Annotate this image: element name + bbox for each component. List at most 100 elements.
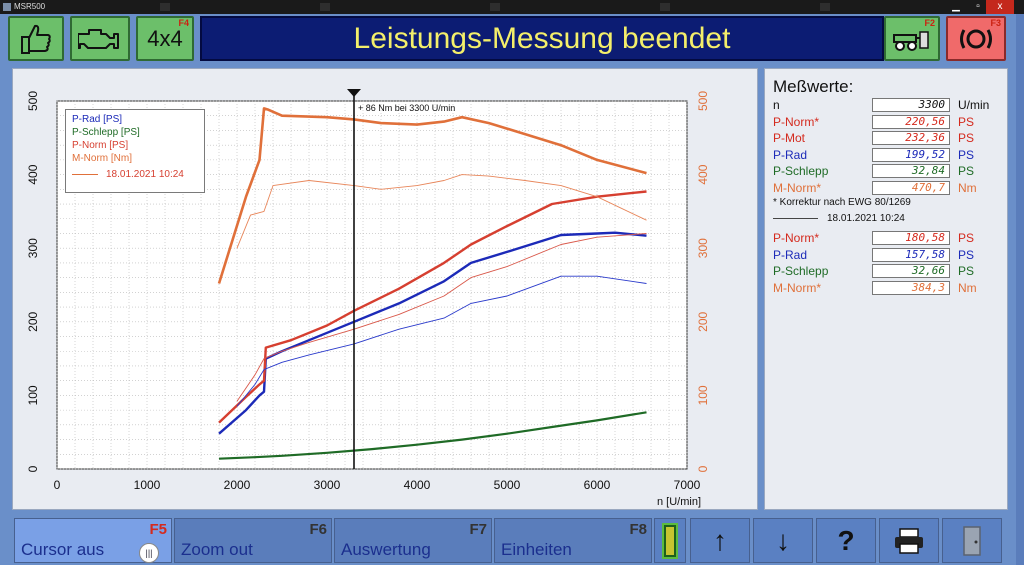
measurement-label: M-Norm*: [773, 280, 821, 295]
measurement-row: P-Norm* 180,58 PS: [773, 231, 1005, 245]
arrow-up-icon: ↑: [713, 524, 727, 556]
page-title: Leistungs-Messung beendet: [200, 16, 884, 61]
x-tick-label: 5000: [494, 478, 521, 492]
measurement-row: M-Norm* 384,3 Nm: [773, 280, 1005, 295]
x-axis-label: n [U/min]: [657, 496, 701, 508]
measurement-label: P-Mot: [773, 131, 806, 145]
legend-entry: P-Schlepp [PS]: [72, 127, 140, 138]
arrow-up-button[interactable]: ↑: [690, 518, 750, 563]
cursor-off-button[interactable]: Cursor aus F5 |||: [14, 518, 172, 563]
header-bar: 4x4 F4 Leistungs-Messung beendet F2 F3: [8, 14, 1016, 64]
zoom-out-button[interactable]: Zoom out F6: [174, 518, 332, 563]
measurement-unit: PS: [958, 147, 975, 162]
y-tick-label-right: 100: [696, 385, 710, 405]
measurement-unit: PS: [958, 114, 975, 129]
x-tick-label: 2000: [224, 478, 251, 492]
measurement-unit: PS: [958, 264, 975, 278]
engine-icon: [78, 28, 119, 49]
evaluation-label: Auswertung: [341, 540, 431, 559]
exit-button[interactable]: [942, 518, 1002, 563]
measurement-value: 384,3: [872, 280, 950, 295]
restore-button[interactable]: ▫: [976, 1, 980, 12]
status-indicator-button[interactable]: [654, 518, 686, 563]
taskbar-ghost-icon: [660, 3, 670, 11]
engine-button[interactable]: [70, 16, 130, 61]
measurement-unit: PS: [958, 231, 975, 245]
x-tick-label: 1000: [134, 478, 161, 492]
measurement-value: 470,7: [872, 180, 950, 195]
measurement-row: P-Schlepp 32,66 PS: [773, 264, 1005, 278]
function-key-toolbar: Cursor aus F5 ||| Zoom out F6 Auswertung…: [0, 514, 1024, 565]
four-wheel-drive-label: 4x4: [147, 25, 183, 51]
thumbs-up-icon: [21, 24, 51, 54]
measurement-row: P-Schlepp 32,84 PS: [773, 164, 1005, 178]
measurement-value: 199,52: [872, 147, 950, 162]
series-line-6: [236, 174, 647, 249]
zoom-out-label: Zoom out: [181, 540, 253, 559]
chart-legend: P-Rad [PS] P-Schlepp [PS] P-Norm [PS] M-…: [65, 109, 205, 193]
measurement-label: P-Norm*: [773, 114, 820, 129]
fkey-label: F3: [990, 18, 1001, 28]
units-button[interactable]: Einheiten F8: [494, 518, 652, 563]
y-tick-label-left: 0: [26, 465, 40, 472]
measurement-unit: U/min: [958, 98, 990, 112]
series-line-5: [236, 233, 647, 402]
fkey-label: F2: [924, 18, 935, 28]
legend-entry: P-Norm [PS]: [72, 140, 129, 151]
scroll-handle[interactable]: |||: [139, 543, 159, 563]
x-tick-label: 7000: [674, 478, 701, 492]
arrow-down-button[interactable]: ↓: [753, 518, 813, 563]
measurement-row: P-Mot 232,36 PS: [773, 131, 1005, 145]
measurement-row: M-Norm* 470,7 Nm: [773, 180, 1005, 195]
measurement-value: 232,36: [872, 131, 950, 145]
x-tick-label: 0: [54, 478, 61, 492]
measurement-label: M-Norm*: [773, 180, 821, 195]
close-button[interactable]: x: [986, 0, 1014, 14]
measurement-unit: Nm: [958, 280, 977, 295]
cursor-marker-icon: [347, 89, 361, 97]
thumbs-up-button[interactable]: [8, 16, 64, 61]
help-icon: ?: [837, 524, 855, 556]
cursor-off-label: Cursor aus: [21, 540, 105, 559]
measurement-value: 3300: [872, 98, 950, 112]
app-icon: [3, 3, 11, 11]
measurements-panel: Meßwerte: n 3300 U/min P-Norm* 220,56 PS P-Mot…: [764, 68, 1008, 510]
units-label: Einheiten: [501, 540, 572, 559]
arrow-down-icon: ↓: [776, 524, 790, 556]
y-tick-label-right: 300: [696, 238, 710, 258]
measurement-label: P-Rad: [773, 247, 808, 262]
y-tick-label-left: 100: [26, 385, 40, 405]
help-button[interactable]: ?: [816, 518, 876, 563]
series-line-3: [217, 107, 647, 284]
measurement-label: P-Schlepp: [773, 164, 829, 178]
minimize-button[interactable]: ▁: [952, 1, 960, 12]
taskbar-ghost-icon: [820, 3, 830, 11]
fkey-label: F7: [469, 521, 487, 538]
x-tick-label: 4000: [404, 478, 431, 492]
measurement-value: 32,84: [872, 164, 950, 178]
measurement-label: P-Schlepp: [773, 264, 829, 278]
cursor-readout: + 86 Nm bei 3300 U/min: [358, 103, 455, 113]
fkey-label: F6: [309, 521, 327, 538]
x-tick-label: 6000: [584, 478, 611, 492]
four-wheel-drive-button[interactable]: 4x4 F4: [136, 16, 194, 61]
dyno-rollers-button[interactable]: F2: [884, 16, 940, 61]
y-tick-label-left: 300: [26, 238, 40, 258]
comparison-line-swatch: [773, 218, 818, 219]
print-button[interactable]: [879, 518, 939, 563]
measurement-row: P-Norm* 220,56 PS: [773, 114, 1005, 129]
measurement-unit: PS: [958, 164, 975, 178]
printer-icon: [895, 527, 923, 554]
measurement-label: P-Norm*: [773, 231, 820, 245]
correction-footnote: * Korrektur nach EWG 80/1269: [773, 197, 911, 208]
power-chart[interactable]: 0 1000 2000 3000 4000 5000 6000 7000 0 0 100 100 200…: [12, 68, 758, 510]
fkey-label: F4: [178, 18, 189, 28]
brake-button[interactable]: F3: [946, 16, 1006, 61]
measurement-value: 157,58: [872, 247, 950, 262]
evaluation-button[interactable]: Auswertung F7: [334, 518, 492, 563]
measurement-unit: PS: [958, 131, 975, 145]
y-tick-label-left: 500: [26, 91, 40, 111]
comparison-date: 18.01.2021 10:24: [827, 213, 905, 224]
window-title: MSR500: [14, 2, 46, 11]
